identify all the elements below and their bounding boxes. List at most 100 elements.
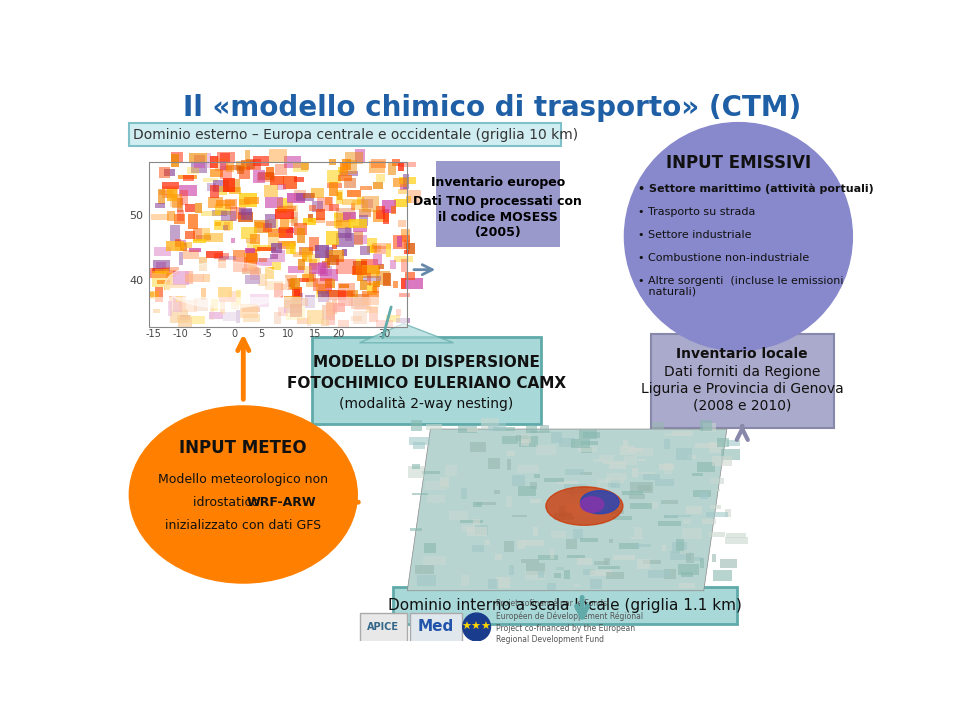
FancyBboxPatch shape bbox=[336, 190, 343, 204]
FancyBboxPatch shape bbox=[668, 515, 691, 518]
FancyBboxPatch shape bbox=[530, 431, 550, 433]
FancyBboxPatch shape bbox=[599, 484, 612, 486]
FancyBboxPatch shape bbox=[399, 293, 410, 297]
FancyBboxPatch shape bbox=[226, 165, 241, 171]
FancyBboxPatch shape bbox=[632, 468, 637, 477]
FancyBboxPatch shape bbox=[329, 182, 338, 196]
FancyBboxPatch shape bbox=[312, 338, 541, 424]
FancyBboxPatch shape bbox=[309, 263, 325, 274]
FancyBboxPatch shape bbox=[694, 557, 703, 562]
FancyBboxPatch shape bbox=[215, 222, 221, 226]
FancyBboxPatch shape bbox=[271, 254, 278, 258]
FancyBboxPatch shape bbox=[287, 202, 293, 208]
FancyBboxPatch shape bbox=[567, 554, 585, 557]
FancyBboxPatch shape bbox=[268, 219, 278, 230]
FancyBboxPatch shape bbox=[285, 275, 297, 284]
FancyBboxPatch shape bbox=[554, 573, 562, 577]
FancyBboxPatch shape bbox=[311, 188, 324, 198]
FancyBboxPatch shape bbox=[472, 545, 484, 552]
FancyBboxPatch shape bbox=[578, 446, 597, 452]
FancyBboxPatch shape bbox=[354, 235, 367, 244]
FancyBboxPatch shape bbox=[323, 305, 335, 320]
FancyBboxPatch shape bbox=[241, 160, 255, 169]
FancyBboxPatch shape bbox=[383, 210, 389, 224]
FancyBboxPatch shape bbox=[274, 283, 283, 298]
FancyBboxPatch shape bbox=[678, 564, 699, 575]
FancyBboxPatch shape bbox=[332, 244, 337, 249]
FancyBboxPatch shape bbox=[180, 243, 187, 251]
FancyBboxPatch shape bbox=[253, 171, 265, 183]
FancyBboxPatch shape bbox=[624, 456, 636, 465]
FancyBboxPatch shape bbox=[695, 443, 717, 448]
FancyBboxPatch shape bbox=[369, 281, 379, 287]
FancyBboxPatch shape bbox=[167, 211, 176, 222]
FancyBboxPatch shape bbox=[209, 312, 223, 319]
FancyBboxPatch shape bbox=[525, 571, 545, 580]
Text: Inventario locale: Inventario locale bbox=[677, 346, 808, 361]
FancyBboxPatch shape bbox=[577, 558, 592, 565]
FancyBboxPatch shape bbox=[393, 282, 398, 287]
FancyBboxPatch shape bbox=[217, 152, 235, 163]
Text: (2005): (2005) bbox=[474, 226, 521, 239]
FancyBboxPatch shape bbox=[336, 207, 355, 222]
FancyBboxPatch shape bbox=[339, 284, 348, 289]
FancyBboxPatch shape bbox=[400, 162, 416, 167]
FancyBboxPatch shape bbox=[682, 572, 693, 577]
FancyBboxPatch shape bbox=[236, 207, 246, 219]
FancyBboxPatch shape bbox=[246, 275, 260, 284]
FancyBboxPatch shape bbox=[270, 176, 284, 185]
FancyBboxPatch shape bbox=[265, 197, 282, 208]
FancyBboxPatch shape bbox=[212, 210, 228, 216]
FancyBboxPatch shape bbox=[201, 289, 206, 300]
FancyBboxPatch shape bbox=[233, 257, 247, 272]
FancyBboxPatch shape bbox=[583, 570, 594, 575]
FancyBboxPatch shape bbox=[612, 554, 635, 560]
FancyBboxPatch shape bbox=[611, 510, 624, 514]
FancyBboxPatch shape bbox=[278, 227, 293, 238]
FancyBboxPatch shape bbox=[152, 269, 164, 274]
FancyBboxPatch shape bbox=[180, 189, 188, 205]
FancyBboxPatch shape bbox=[547, 582, 556, 590]
FancyBboxPatch shape bbox=[436, 161, 560, 246]
FancyBboxPatch shape bbox=[396, 309, 401, 316]
FancyBboxPatch shape bbox=[539, 555, 558, 560]
FancyBboxPatch shape bbox=[710, 505, 721, 509]
Circle shape bbox=[463, 613, 491, 641]
FancyBboxPatch shape bbox=[338, 320, 349, 327]
FancyBboxPatch shape bbox=[473, 502, 482, 507]
FancyBboxPatch shape bbox=[374, 246, 386, 253]
FancyBboxPatch shape bbox=[489, 423, 506, 431]
FancyBboxPatch shape bbox=[401, 229, 410, 242]
Text: 30: 30 bbox=[378, 328, 391, 338]
FancyBboxPatch shape bbox=[367, 283, 376, 295]
FancyBboxPatch shape bbox=[467, 526, 488, 536]
FancyBboxPatch shape bbox=[290, 279, 300, 289]
FancyBboxPatch shape bbox=[600, 483, 616, 487]
FancyBboxPatch shape bbox=[418, 575, 436, 586]
FancyBboxPatch shape bbox=[610, 539, 613, 543]
FancyBboxPatch shape bbox=[369, 245, 374, 253]
FancyBboxPatch shape bbox=[557, 481, 579, 484]
FancyBboxPatch shape bbox=[269, 233, 279, 248]
Text: 15: 15 bbox=[309, 328, 321, 338]
FancyBboxPatch shape bbox=[265, 214, 276, 228]
FancyBboxPatch shape bbox=[726, 534, 746, 539]
FancyBboxPatch shape bbox=[372, 245, 381, 252]
FancyBboxPatch shape bbox=[179, 318, 192, 327]
FancyBboxPatch shape bbox=[523, 540, 544, 546]
FancyBboxPatch shape bbox=[357, 197, 364, 204]
FancyBboxPatch shape bbox=[220, 300, 226, 314]
FancyBboxPatch shape bbox=[403, 174, 409, 189]
FancyBboxPatch shape bbox=[297, 194, 314, 201]
FancyBboxPatch shape bbox=[238, 167, 250, 179]
FancyBboxPatch shape bbox=[170, 198, 181, 207]
FancyBboxPatch shape bbox=[659, 464, 674, 469]
FancyBboxPatch shape bbox=[231, 300, 239, 309]
FancyBboxPatch shape bbox=[360, 280, 367, 290]
FancyBboxPatch shape bbox=[207, 153, 211, 168]
Polygon shape bbox=[407, 429, 727, 590]
FancyBboxPatch shape bbox=[309, 237, 319, 251]
FancyBboxPatch shape bbox=[516, 465, 540, 473]
FancyBboxPatch shape bbox=[185, 271, 193, 284]
FancyBboxPatch shape bbox=[166, 240, 184, 251]
